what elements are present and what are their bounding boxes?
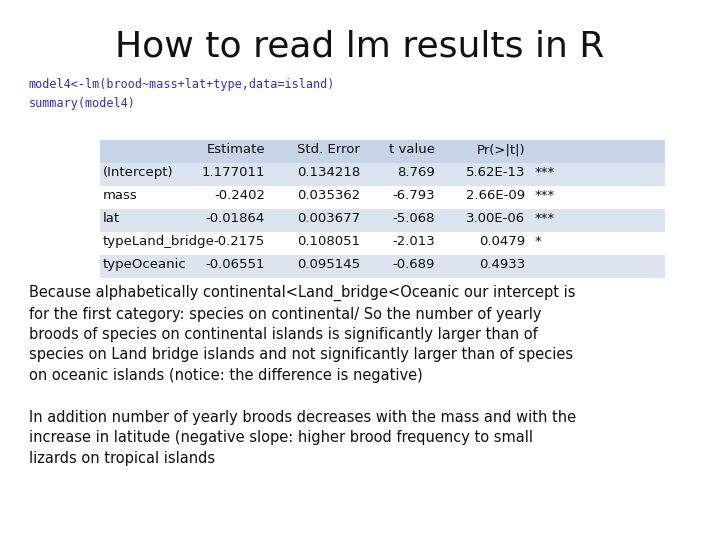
Bar — [100, 209, 665, 232]
Text: -5.068: -5.068 — [392, 212, 435, 225]
Text: 0.035362: 0.035362 — [297, 189, 360, 202]
Text: ***: *** — [535, 166, 555, 179]
Text: 0.095145: 0.095145 — [297, 258, 360, 271]
Text: -6.793: -6.793 — [392, 189, 435, 202]
Text: -0.2402: -0.2402 — [214, 189, 265, 202]
Text: 0.108051: 0.108051 — [297, 235, 360, 248]
Bar — [100, 186, 665, 209]
Text: mass: mass — [103, 189, 138, 202]
Text: -0.01864: -0.01864 — [206, 212, 265, 225]
Text: (Intercept): (Intercept) — [103, 166, 174, 179]
Text: In addition number of yearly broods decreases with the mass and with the
increas: In addition number of yearly broods decr… — [29, 410, 576, 466]
Text: 0.0479: 0.0479 — [479, 235, 525, 248]
Text: Estimate: Estimate — [207, 143, 265, 156]
Text: 8.769: 8.769 — [397, 166, 435, 179]
Bar — [100, 255, 665, 278]
Text: 5.62E-13: 5.62E-13 — [466, 166, 525, 179]
Text: t value: t value — [389, 143, 435, 156]
Text: typeLand_bridge: typeLand_bridge — [103, 235, 215, 248]
Text: *: * — [535, 235, 541, 248]
Bar — [100, 163, 665, 186]
Text: Because alphabetically continental<Land_bridge<Oceanic our intercept is
for the : Because alphabetically continental<Land_… — [29, 285, 575, 383]
Text: 1.177011: 1.177011 — [202, 166, 265, 179]
Text: How to read lm results in R: How to read lm results in R — [115, 30, 605, 64]
Text: -0.689: -0.689 — [392, 258, 435, 271]
Text: ***: *** — [535, 212, 555, 225]
Text: -2.013: -2.013 — [392, 235, 435, 248]
Text: -0.2175: -0.2175 — [214, 235, 265, 248]
Bar — [100, 232, 665, 255]
Text: 3.00E-06: 3.00E-06 — [466, 212, 525, 225]
Text: 0.003677: 0.003677 — [297, 212, 360, 225]
Text: summary(model4): summary(model4) — [29, 97, 135, 110]
Text: -0.06551: -0.06551 — [205, 258, 265, 271]
Text: typeOceanic: typeOceanic — [103, 258, 186, 271]
Text: Std. Error: Std. Error — [297, 143, 360, 156]
Text: Pr(>|t|): Pr(>|t|) — [477, 143, 525, 156]
Text: 0.134218: 0.134218 — [297, 166, 360, 179]
Bar — [100, 140, 665, 163]
Text: 0.4933: 0.4933 — [479, 258, 525, 271]
Text: 2.66E-09: 2.66E-09 — [466, 189, 525, 202]
Text: lat: lat — [103, 212, 120, 225]
Text: ***: *** — [535, 189, 555, 202]
Text: model4<-lm(brood~mass+lat+type,data=island): model4<-lm(brood~mass+lat+type,data=isla… — [29, 78, 336, 91]
